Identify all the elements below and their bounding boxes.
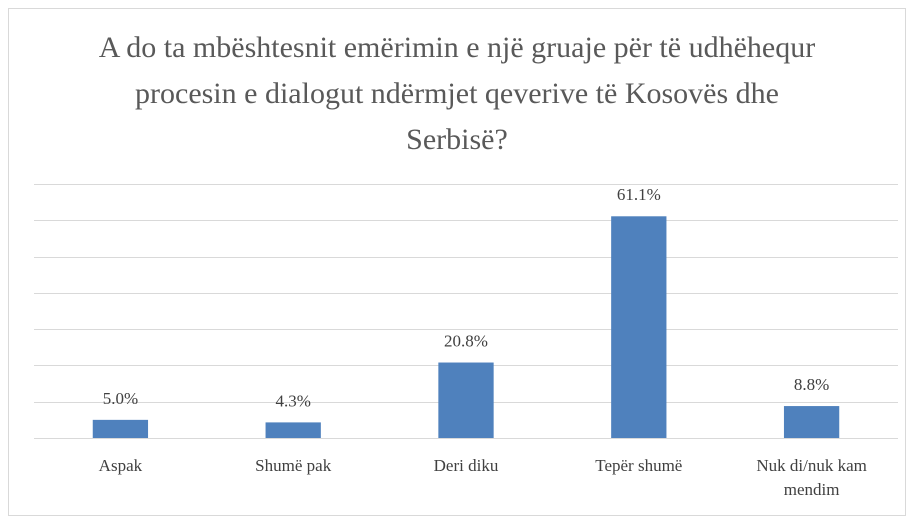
data-label: 20.8% bbox=[444, 331, 488, 350]
x-tick-label: Nuk di/nuk kam mendim bbox=[756, 456, 867, 499]
data-label: 61.1% bbox=[617, 185, 661, 204]
x-tick-label: Shumë pak bbox=[255, 456, 332, 475]
chart-title: A do ta mbështesnit emërimin e një gruaj… bbox=[99, 31, 815, 156]
bar bbox=[265, 422, 321, 438]
bar bbox=[92, 419, 149, 438]
bar bbox=[438, 362, 494, 438]
data-label: 8.8% bbox=[794, 375, 829, 394]
data-label: 5.0% bbox=[103, 389, 138, 408]
x-tick-label: Tepër shumë bbox=[595, 456, 682, 475]
bar bbox=[611, 216, 667, 438]
x-tick-label: Deri diku bbox=[434, 456, 499, 475]
x-tick-label: Aspak bbox=[99, 456, 143, 475]
bar bbox=[783, 406, 840, 438]
data-label: 4.3% bbox=[275, 391, 310, 410]
